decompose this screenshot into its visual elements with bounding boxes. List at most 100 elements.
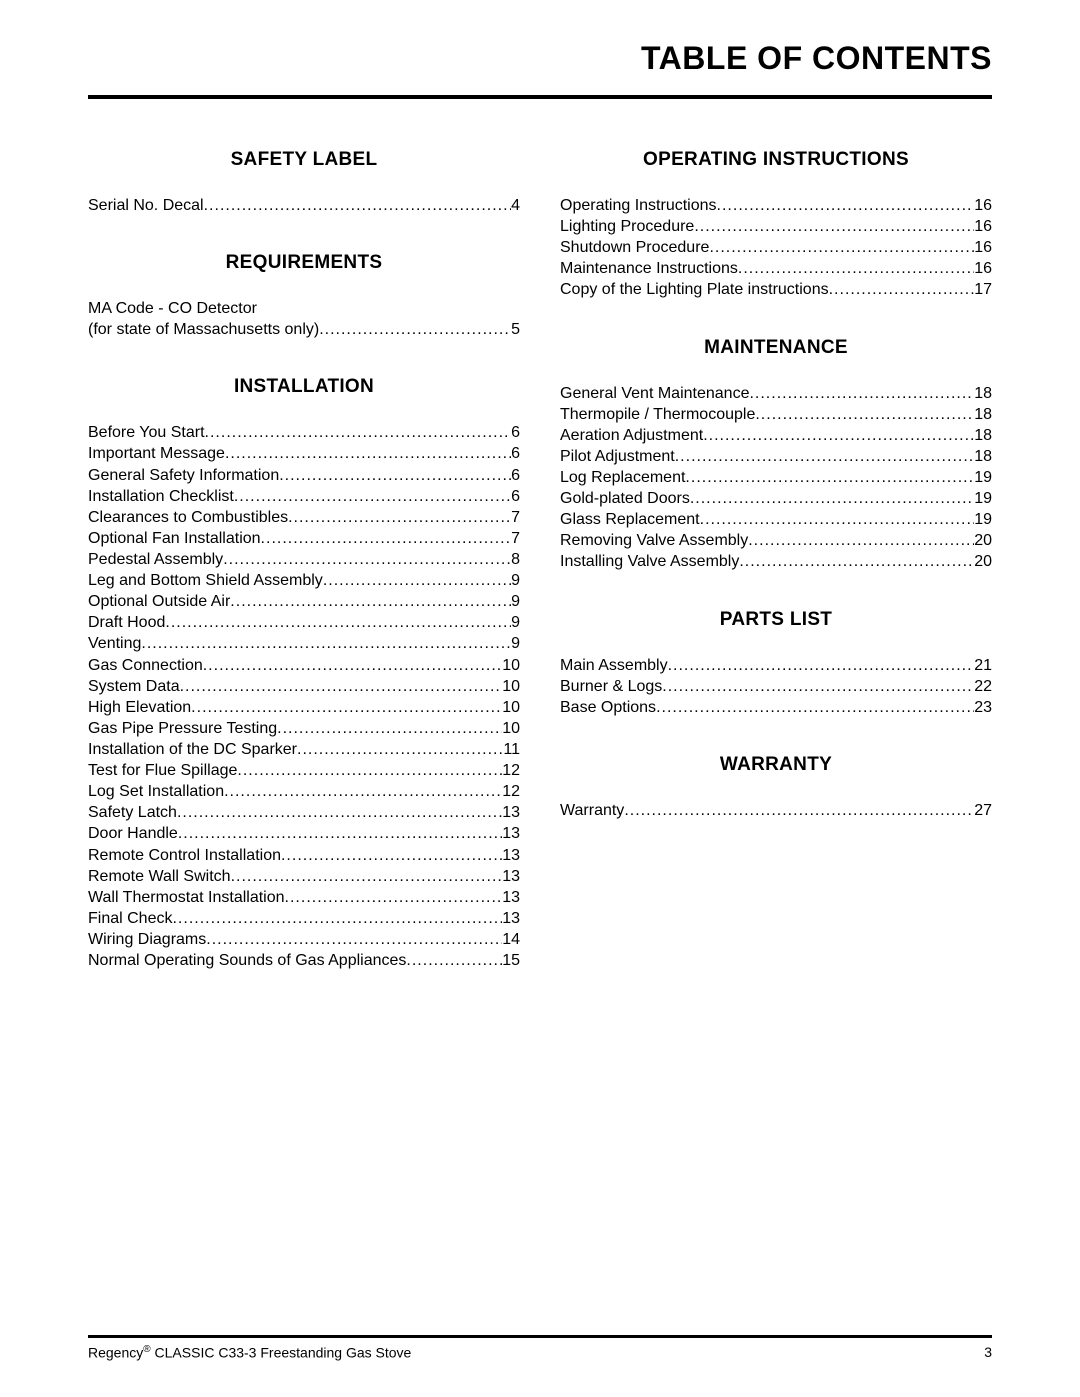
toc-leader-dots	[224, 781, 502, 802]
toc-entry-page: 13	[502, 908, 520, 929]
toc-section: PARTS LIST Main Assembly 21Burner & Logs …	[560, 609, 992, 718]
toc-entry-label: High Elevation	[88, 697, 191, 718]
toc-entry: Clearances to Combustibles 7	[88, 507, 520, 528]
toc-entry-label: Pilot Adjustment	[560, 446, 675, 467]
toc-entry-page: 9	[511, 570, 520, 591]
toc-entry-page: 6	[511, 422, 520, 443]
toc-entry-label: Optional Fan Installation	[88, 528, 261, 549]
toc-leader-dots	[690, 488, 974, 509]
toc-entry-label: System Data	[88, 676, 180, 697]
toc-entry-label: Shutdown Procedure	[560, 237, 709, 258]
toc-entry: Log Set Installation 12	[88, 781, 520, 802]
toc-leader-dots	[717, 195, 975, 216]
toc-entry: Draft Hood 9	[88, 612, 520, 633]
toc-leader-dots	[755, 404, 974, 425]
toc-entry-page: 8	[511, 549, 520, 570]
toc-leader-dots	[234, 486, 511, 507]
toc-leader-dots	[204, 195, 511, 216]
toc-entry: Optional Fan Installation 7	[88, 528, 520, 549]
toc-section: OPERATING INSTRUCTIONSOperating Instruct…	[560, 149, 992, 301]
toc-leader-dots	[281, 845, 502, 866]
toc-leader-dots	[223, 549, 511, 570]
section-heading: INSTALLATION	[88, 376, 520, 398]
toc-entry-label: Important Message	[88, 443, 225, 464]
toc-entry-label: Copy of the Lighting Plate instructions	[560, 279, 829, 300]
toc-leader-dots	[261, 528, 512, 549]
toc-leader-dots	[225, 443, 511, 464]
toc-entry-page: 5	[511, 319, 520, 340]
toc-section: INSTALLATIONBefore You Start 6Important …	[88, 376, 520, 971]
toc-entry-label: Gas Pipe Pressure Testing	[88, 718, 277, 739]
toc-entry: Important Message 6	[88, 443, 520, 464]
toc-entry-page: 19	[974, 467, 992, 488]
toc-entry: Main Assembly 21	[560, 655, 992, 676]
toc-entry: Removing Valve Assembly 20	[560, 530, 992, 551]
toc-leader-dots	[739, 551, 974, 572]
toc-entry-label: Warranty	[560, 800, 624, 821]
toc-leader-dots	[178, 823, 502, 844]
toc-entry-label: Operating Instructions	[560, 195, 717, 216]
toc-entry-label: Normal Operating Sounds of Gas Appliance…	[88, 950, 406, 971]
toc-entry-label: Pedestal Assembly	[88, 549, 223, 570]
toc-leader-dots	[668, 655, 975, 676]
toc-entry-page: 13	[502, 802, 520, 823]
toc-columns: SAFETY LABELSerial No. Decal 4 REQUIREMEN…	[88, 149, 992, 1007]
toc-entry-label: Log Replacement	[560, 467, 685, 488]
registered-mark: ®	[143, 1344, 150, 1355]
toc-leader-dots	[323, 570, 511, 591]
toc-entry: High Elevation 10	[88, 697, 520, 718]
toc-leader-dots	[237, 760, 502, 781]
toc-entry-label: Draft Hood	[88, 612, 165, 633]
toc-entry-label: Venting	[88, 633, 141, 654]
toc-entry-label: Lighting Procedure	[560, 216, 694, 237]
toc-entry: Venting 9	[88, 633, 520, 654]
toc-entry-label: Before You Start	[88, 422, 205, 443]
toc-entry: Test for Flue Spillage 12	[88, 760, 520, 781]
toc-leader-dots	[180, 676, 503, 697]
section-heading: PARTS LIST	[560, 609, 992, 631]
toc-entry-page: 19	[974, 488, 992, 509]
toc-entry: Glass Replacement 19	[560, 509, 992, 530]
toc-entry-page: 6	[511, 443, 520, 464]
toc-leader-dots	[829, 279, 975, 300]
toc-entry: Base Options 23	[560, 697, 992, 718]
toc-entry-label: Maintenance Instructions	[560, 258, 738, 279]
toc-entry-page: 4	[511, 195, 520, 216]
toc-leader-dots	[203, 655, 502, 676]
toc-entry: Lighting Procedure 16	[560, 216, 992, 237]
toc-entry-label: Remote Wall Switch	[88, 866, 231, 887]
toc-entry-label: Installing Valve Assembly	[560, 551, 739, 572]
toc-entry-label: Safety Latch	[88, 802, 177, 823]
toc-entry-page: 12	[502, 760, 520, 781]
toc-entry-page: 15	[502, 950, 520, 971]
toc-entry: Remote Wall Switch 13	[88, 866, 520, 887]
toc-entry: Pilot Adjustment 18	[560, 446, 992, 467]
toc-entry: Operating Instructions 16	[560, 195, 992, 216]
toc-entry-page: 18	[974, 446, 992, 467]
toc-entry-label: Installation of the DC Sparker	[88, 739, 297, 760]
toc-entry-page: 10	[502, 697, 520, 718]
toc-section: MAINTENANCEGeneral Vent Maintenance 18Th…	[560, 337, 992, 573]
page-footer: Regency® CLASSIC C33-3 Freestanding Gas …	[88, 1335, 992, 1361]
toc-leader-dots	[748, 530, 974, 551]
section-heading: MAINTENANCE	[560, 337, 992, 359]
toc-entry-label: Clearances to Combustibles	[88, 507, 288, 528]
page-title: TABLE OF CONTENTS	[88, 40, 992, 77]
toc-entry-page: 20	[974, 530, 992, 551]
toc-entry-page: 18	[974, 404, 992, 425]
toc-entry-label: Burner & Logs	[560, 676, 662, 697]
toc-entry-label: Final Check	[88, 908, 172, 929]
toc-entry-page: 13	[502, 887, 520, 908]
toc-entry: Burner & Logs 22	[560, 676, 992, 697]
toc-entry-label: Aeration Adjustment	[560, 425, 703, 446]
toc-section: SAFETY LABELSerial No. Decal 4	[88, 149, 520, 216]
toc-entry: Before You Start 6	[88, 422, 520, 443]
section-heading: REQUIREMENTS	[88, 252, 520, 274]
toc-entry-label: General Safety Information	[88, 465, 279, 486]
toc-entry: Optional Outside Air 9	[88, 591, 520, 612]
toc-entry-label: Optional Outside Air	[88, 591, 230, 612]
toc-entry-label: Main Assembly	[560, 655, 668, 676]
toc-entry: Gas Connection 10	[88, 655, 520, 676]
toc-section: WARRANTYWarranty 27	[560, 754, 992, 821]
toc-entry-label: General Vent Maintenance	[560, 383, 749, 404]
